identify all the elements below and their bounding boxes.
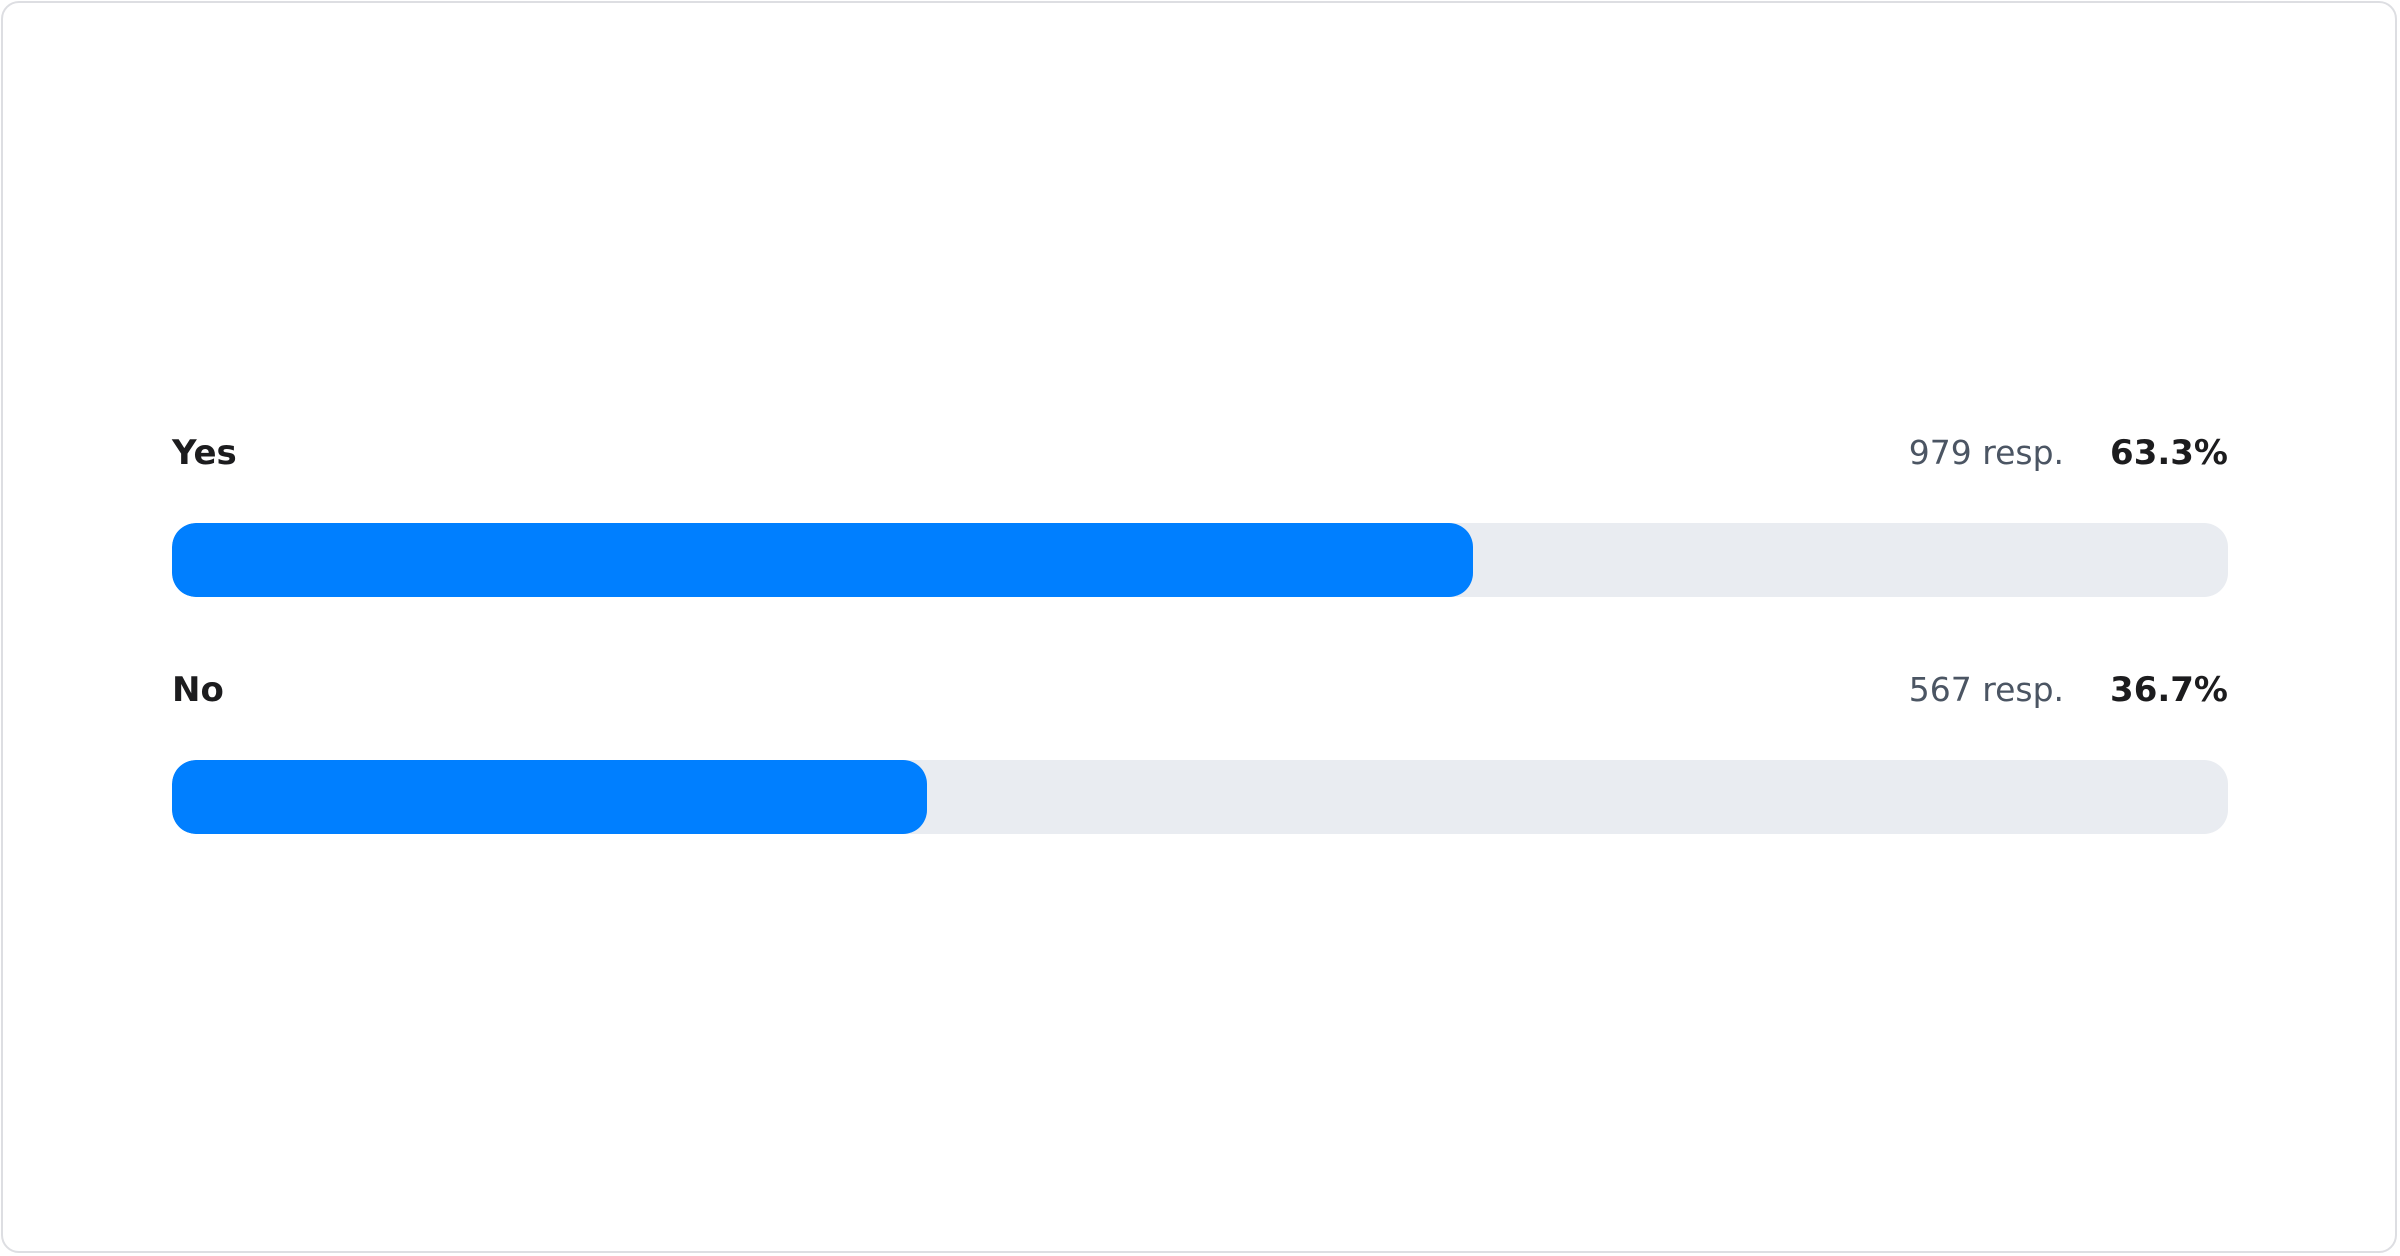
bar-fill-no <box>172 760 927 834</box>
option-label: No <box>172 670 224 710</box>
result-row-yes: Yes 979 resp. 63.3% <box>172 433 2228 597</box>
percent-label: 36.7% <box>2110 670 2228 710</box>
bar-fill-yes <box>172 523 1474 597</box>
percent-label: 63.3% <box>2110 433 2228 473</box>
response-count: 979 resp. <box>1908 433 2065 472</box>
result-row-no: No 567 resp. 36.7% <box>172 670 2228 834</box>
bar-track <box>172 523 2228 597</box>
option-label: Yes <box>172 433 237 473</box>
bar-track <box>172 760 2228 834</box>
response-count: 567 resp. <box>1908 670 2065 709</box>
